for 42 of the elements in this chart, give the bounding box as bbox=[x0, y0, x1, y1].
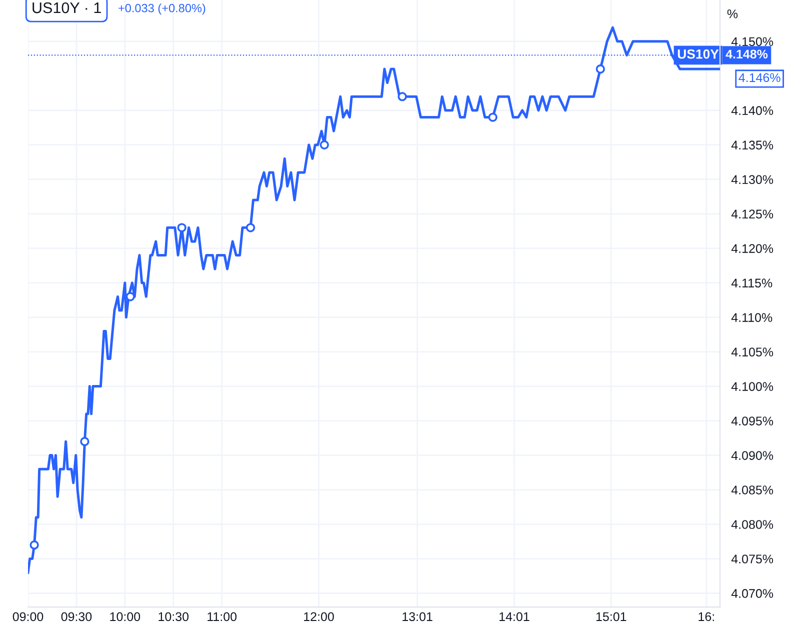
x-tick-label: 10:30 bbox=[158, 612, 189, 622]
y-tick-label: 4.150% bbox=[731, 37, 774, 46]
x-tick-label: 13:01 bbox=[402, 612, 432, 622]
y-tick-label: 4.135% bbox=[731, 140, 774, 150]
x-tick-label: 09:00 bbox=[12, 612, 44, 622]
point bbox=[177, 223, 186, 232]
y-tick-label: 4.080% bbox=[731, 520, 774, 529]
x-tick-label: 11:00 bbox=[208, 612, 237, 622]
annotation: US10Y bbox=[678, 49, 719, 59]
y-tick-label: 4.085% bbox=[731, 486, 774, 494]
point bbox=[80, 436, 90, 446]
y-tick-label: 4.070% bbox=[731, 589, 774, 598]
chart-subtitle: +0.033 (+0.80%) bbox=[118, 4, 206, 15]
y-tick-label: 4.125% bbox=[731, 210, 774, 218]
chart-title: US10Y · 1 bbox=[32, 2, 101, 14]
point bbox=[488, 112, 498, 122]
y-tick-label: 4.140% bbox=[731, 106, 774, 116]
x-tick-label: 12:00 bbox=[304, 612, 334, 622]
point bbox=[398, 92, 407, 102]
y-tick-label: 4.100% bbox=[731, 382, 774, 391]
y-tick-label: 4.130% bbox=[731, 175, 774, 184]
x-tick-label: 09:30 bbox=[61, 612, 92, 622]
y-tick-label: 4.120% bbox=[731, 244, 774, 253]
y-axis-title: % bbox=[727, 9, 738, 18]
point bbox=[320, 140, 329, 150]
y-tick-label: 4.110% bbox=[731, 313, 772, 322]
x-tick-label: 10:00 bbox=[110, 612, 140, 622]
y-tick-label: 4.105% bbox=[731, 348, 774, 356]
y-tick-label: 4.075% bbox=[731, 554, 774, 564]
annotation: 4.146% bbox=[738, 73, 780, 82]
line-series bbox=[28, 26, 720, 574]
point bbox=[30, 540, 39, 550]
ref-line-label: 4.148% bbox=[726, 50, 768, 59]
x-tick-label: 16: bbox=[698, 612, 714, 622]
y-tick-label: 4.090% bbox=[731, 451, 774, 460]
point bbox=[596, 64, 605, 74]
y-tick-label: 4.095% bbox=[731, 416, 774, 426]
x-tick-label: 14:01 bbox=[500, 612, 530, 622]
point bbox=[246, 223, 256, 232]
point bbox=[126, 292, 135, 302]
x-tick-label: 15:01 bbox=[596, 612, 626, 622]
y-tick-label: 4.115% bbox=[731, 278, 772, 288]
